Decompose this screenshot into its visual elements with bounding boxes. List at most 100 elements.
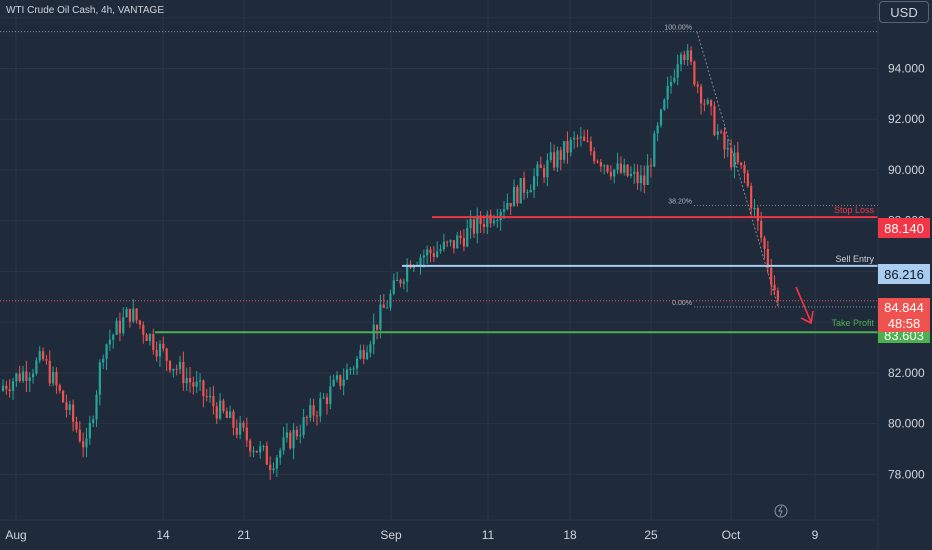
candle-body bbox=[232, 411, 235, 428]
candle-body bbox=[142, 324, 145, 335]
candle-body bbox=[322, 397, 325, 399]
candle-body bbox=[770, 267, 773, 285]
candle-body bbox=[88, 423, 91, 439]
current-price-value: 84.844 bbox=[884, 300, 924, 315]
candle-body bbox=[325, 397, 329, 405]
candle-body bbox=[192, 382, 195, 387]
candle-body bbox=[202, 380, 205, 397]
candle-body bbox=[750, 186, 753, 209]
candle-body bbox=[563, 140, 566, 160]
candle-body bbox=[476, 215, 479, 234]
stop-loss-label: Stop Loss bbox=[834, 205, 875, 215]
candle-body bbox=[21, 371, 25, 382]
candle-body bbox=[659, 109, 663, 126]
candle-body bbox=[158, 343, 162, 357]
candle-body bbox=[689, 50, 693, 62]
candle-body bbox=[539, 164, 542, 169]
candle-body bbox=[546, 160, 549, 178]
candle-body bbox=[165, 348, 168, 361]
candle-body bbox=[756, 207, 759, 221]
candle-body bbox=[529, 189, 532, 193]
current-price-tag bbox=[878, 298, 930, 332]
candle-body bbox=[763, 237, 766, 249]
candle-body bbox=[486, 214, 489, 227]
candle-body bbox=[462, 238, 466, 247]
candle-body bbox=[472, 219, 476, 234]
candle-body bbox=[229, 411, 232, 418]
sell-entry-label: Sell Entry bbox=[835, 254, 874, 264]
candle-body bbox=[623, 164, 626, 173]
candle-body bbox=[98, 362, 101, 395]
candle-body bbox=[35, 360, 38, 374]
candle-body bbox=[115, 320, 118, 335]
candle-body bbox=[212, 395, 215, 407]
candle-body bbox=[766, 248, 769, 268]
candle-body bbox=[175, 368, 178, 370]
candle-body bbox=[609, 171, 612, 177]
candle-body bbox=[439, 249, 442, 252]
candle-body bbox=[195, 381, 198, 387]
candle-body bbox=[65, 402, 68, 411]
candle-body bbox=[162, 343, 165, 349]
sell-arrow-icon bbox=[795, 286, 814, 325]
candle-body bbox=[499, 211, 502, 220]
candle-body bbox=[155, 349, 158, 357]
candle-body bbox=[593, 151, 596, 162]
candle-body bbox=[426, 249, 429, 256]
candle-body bbox=[573, 137, 576, 140]
candle-body bbox=[205, 396, 208, 398]
x-tick-label: 11 bbox=[482, 528, 495, 542]
candle-body bbox=[185, 377, 188, 384]
candle-body bbox=[108, 339, 111, 345]
candle-body bbox=[55, 371, 58, 386]
candle-body bbox=[31, 373, 35, 378]
candle-body bbox=[446, 241, 449, 243]
candle-body bbox=[58, 385, 61, 391]
candle-body bbox=[362, 350, 365, 359]
candle-body bbox=[606, 165, 609, 172]
candle-body bbox=[182, 361, 185, 384]
candle-body bbox=[359, 350, 362, 359]
y-tick-label: 78.000 bbox=[888, 467, 925, 481]
candle-body bbox=[275, 457, 278, 469]
candle-body bbox=[145, 334, 148, 342]
candle-body bbox=[392, 280, 395, 294]
candle-body bbox=[342, 379, 345, 386]
candle-body bbox=[262, 445, 265, 447]
candle-body bbox=[776, 290, 779, 301]
stop-loss-tag-value: 88.140 bbox=[884, 221, 924, 236]
candle-body bbox=[92, 419, 95, 424]
candle-body bbox=[709, 100, 713, 107]
candle-body bbox=[679, 54, 683, 65]
candle-body bbox=[519, 178, 522, 204]
candle-body bbox=[255, 450, 258, 453]
candle-body bbox=[8, 389, 11, 391]
candle-body bbox=[62, 390, 65, 403]
candle-body bbox=[743, 164, 746, 174]
candle-body bbox=[422, 255, 425, 258]
candle-body bbox=[68, 404, 71, 411]
candle-body bbox=[375, 324, 379, 330]
symbol-title[interactable]: WTI Crude Oil Cash, 4h, VANTAGE bbox=[6, 5, 165, 16]
candle-body bbox=[15, 373, 18, 382]
candle-body bbox=[639, 175, 643, 184]
candle-body bbox=[456, 235, 459, 249]
y-tick-label: 80.000 bbox=[888, 417, 925, 431]
candle-body bbox=[279, 450, 282, 458]
candle-body bbox=[85, 438, 88, 448]
currency-button[interactable]: USD bbox=[879, 1, 929, 23]
take-profit-label: Take Profit bbox=[831, 318, 874, 328]
fibonacci-retracement: 100.00% 38.20% 0.00% bbox=[0, 25, 878, 308]
time-axis[interactable]: Aug 14 21 Sep 11 18 25 Oct 9 bbox=[0, 519, 878, 542]
candle-body bbox=[553, 152, 556, 168]
candle-body bbox=[352, 368, 355, 370]
candle-body bbox=[536, 164, 539, 177]
candle-body bbox=[506, 203, 509, 210]
candle-body bbox=[576, 137, 579, 139]
candle-body bbox=[559, 150, 562, 160]
candle-body bbox=[152, 334, 155, 350]
candle-body bbox=[586, 140, 589, 142]
x-tick-label: 25 bbox=[644, 528, 658, 542]
lightning-icon[interactable] bbox=[774, 504, 788, 518]
